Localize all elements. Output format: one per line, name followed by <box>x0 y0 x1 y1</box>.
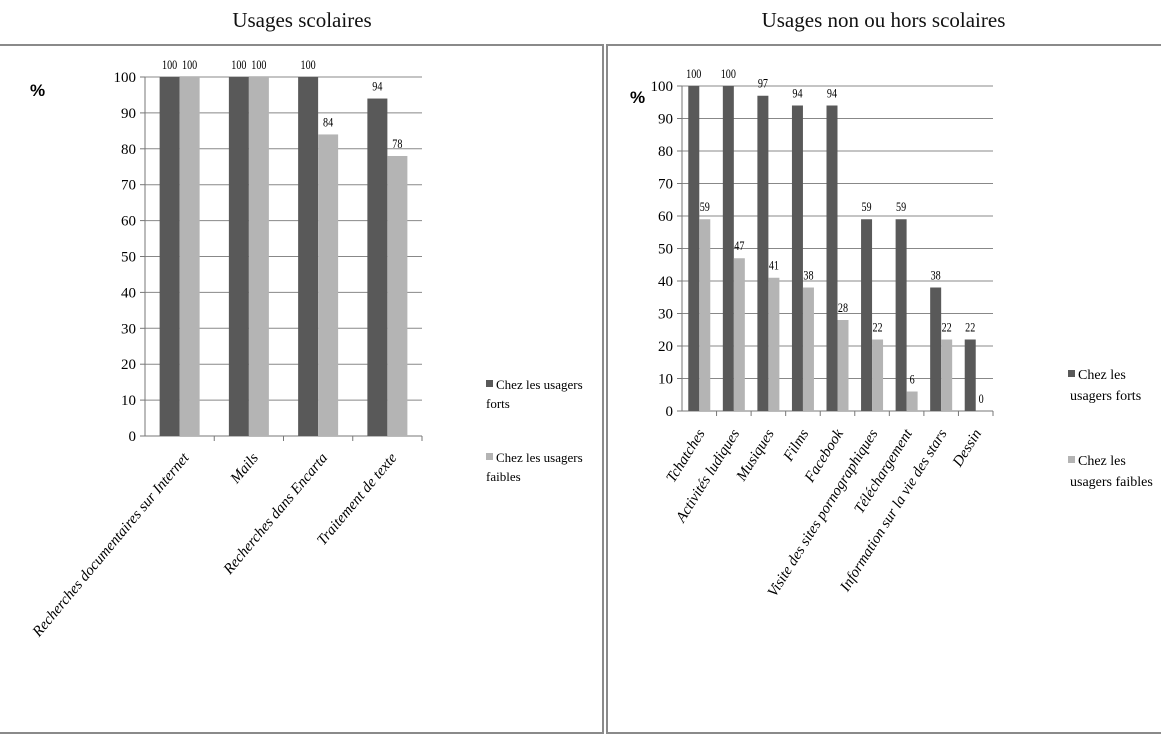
legend-swatch <box>486 380 493 387</box>
y-tick-label: 40 <box>121 285 136 301</box>
y-tick-label: 90 <box>121 106 136 122</box>
y-axis-label: % <box>30 81 45 100</box>
y-tick-label: 70 <box>658 177 673 193</box>
y-tick-label: 30 <box>121 321 136 337</box>
y-tick-label: 90 <box>658 112 673 128</box>
legend-swatch <box>486 453 493 460</box>
legend-label: forts <box>486 396 510 411</box>
bar-strong <box>367 98 388 436</box>
data-label: 100 <box>162 58 177 72</box>
legend-label: usagers faibles <box>1070 475 1153 490</box>
data-label: 0 <box>979 392 984 406</box>
data-label: 6 <box>910 372 915 386</box>
data-label: 97 <box>758 77 768 91</box>
data-label: 22 <box>872 320 882 334</box>
data-label: 100 <box>251 58 266 72</box>
bar-weak <box>941 339 953 411</box>
legend-swatch <box>1068 456 1075 463</box>
data-label: 78 <box>392 137 402 151</box>
bar-strong <box>826 105 838 411</box>
bar-weak <box>179 77 200 436</box>
bar-weak <box>802 287 814 411</box>
y-axis-label: % <box>630 88 645 107</box>
legend-label: Chez les usagers <box>496 450 583 465</box>
y-tick-label: 40 <box>658 274 673 290</box>
y-tick-label: 100 <box>114 70 137 86</box>
y-tick-label: 0 <box>129 429 137 445</box>
category-label: Films <box>780 427 812 465</box>
bar-weak <box>733 258 745 411</box>
data-label: 100 <box>686 67 701 81</box>
y-tick-label: 10 <box>121 393 136 409</box>
bar-weak <box>837 320 849 411</box>
data-label: 100 <box>301 58 316 72</box>
legend-label: faibles <box>486 469 521 484</box>
data-label: 22 <box>942 320 952 334</box>
data-label: 100 <box>231 58 246 72</box>
bar-strong <box>791 105 803 411</box>
data-label: 59 <box>861 200 871 214</box>
y-tick-label: 50 <box>121 250 136 266</box>
data-label: 22 <box>965 320 975 334</box>
data-label: 47 <box>734 239 744 253</box>
category-label: Activités ludiques <box>673 427 743 527</box>
bar-weak <box>387 155 408 436</box>
non-school-usage-chart-frame: % 0 10 20 30 40 50 60 70 80 90 100 100 59 Tchatches 100… <box>606 44 1161 734</box>
bar-strong <box>228 77 249 436</box>
y-tick-label: 10 <box>658 372 673 388</box>
category-label: Recherches documentaires sur Internet <box>29 450 193 641</box>
y-tick-label: 70 <box>121 178 136 194</box>
legend-label: Chez les <box>1078 368 1126 383</box>
y-tick-label: 0 <box>666 404 674 420</box>
bar-strong <box>964 339 976 411</box>
bar-strong <box>930 287 942 411</box>
data-label: 84 <box>323 115 333 129</box>
y-tick-label: 80 <box>658 144 673 160</box>
legend-swatch <box>1068 370 1075 377</box>
bar-strong <box>298 77 319 436</box>
y-tick-label: 100 <box>651 79 674 95</box>
school-usage-chart: % 0 10 20 30 40 50 60 70 80 90 100 100 100 Recherches … <box>29 58 583 641</box>
y-tick-label: 20 <box>658 339 673 355</box>
bar-weak <box>872 339 884 411</box>
y-tick-label: 60 <box>121 214 136 230</box>
bar-strong <box>722 86 734 411</box>
data-label: 41 <box>769 259 779 273</box>
data-label: 94 <box>792 86 802 100</box>
category-label: Mails <box>227 450 262 487</box>
y-tick-label: 60 <box>658 209 673 225</box>
bar-strong <box>159 77 180 436</box>
bar-weak <box>248 77 269 436</box>
bar-strong <box>757 95 769 411</box>
y-tick-label: 50 <box>658 242 673 258</box>
legend-label: usagers forts <box>1070 389 1141 404</box>
data-label: 59 <box>700 200 710 214</box>
data-label: 28 <box>838 301 848 315</box>
bar-weak <box>768 277 780 411</box>
category-label: Dessin <box>949 427 985 471</box>
data-label: 94 <box>827 86 837 100</box>
bar-strong <box>861 219 873 411</box>
y-tick-label: 30 <box>658 307 673 323</box>
bar-strong <box>895 219 907 411</box>
data-label: 100 <box>182 58 197 72</box>
school-usage-chart-frame: % 0 10 20 30 40 50 60 70 80 90 100 100 100 Recherches … <box>0 44 604 734</box>
bar-weak <box>318 134 339 436</box>
bar-weak <box>906 391 918 411</box>
data-label: 38 <box>803 268 813 282</box>
legend-label: Chez les <box>1078 454 1126 469</box>
bar-strong <box>688 86 700 411</box>
right-chart-title: Usages non ou hors scolaires <box>761 8 1006 32</box>
left-chart-title: Usages scolaires <box>232 8 372 32</box>
data-label: 94 <box>372 79 382 93</box>
non-school-usage-chart: %010203040506070809010010059Tchatches100… <box>630 67 1153 600</box>
data-label: 59 <box>896 200 906 214</box>
legend-label: Chez les usagers <box>496 377 583 392</box>
data-label: 38 <box>931 268 941 282</box>
data-label: 100 <box>721 67 736 81</box>
y-tick-label: 80 <box>121 142 136 158</box>
y-tick-label: 20 <box>121 357 136 373</box>
bar-weak <box>699 219 711 411</box>
